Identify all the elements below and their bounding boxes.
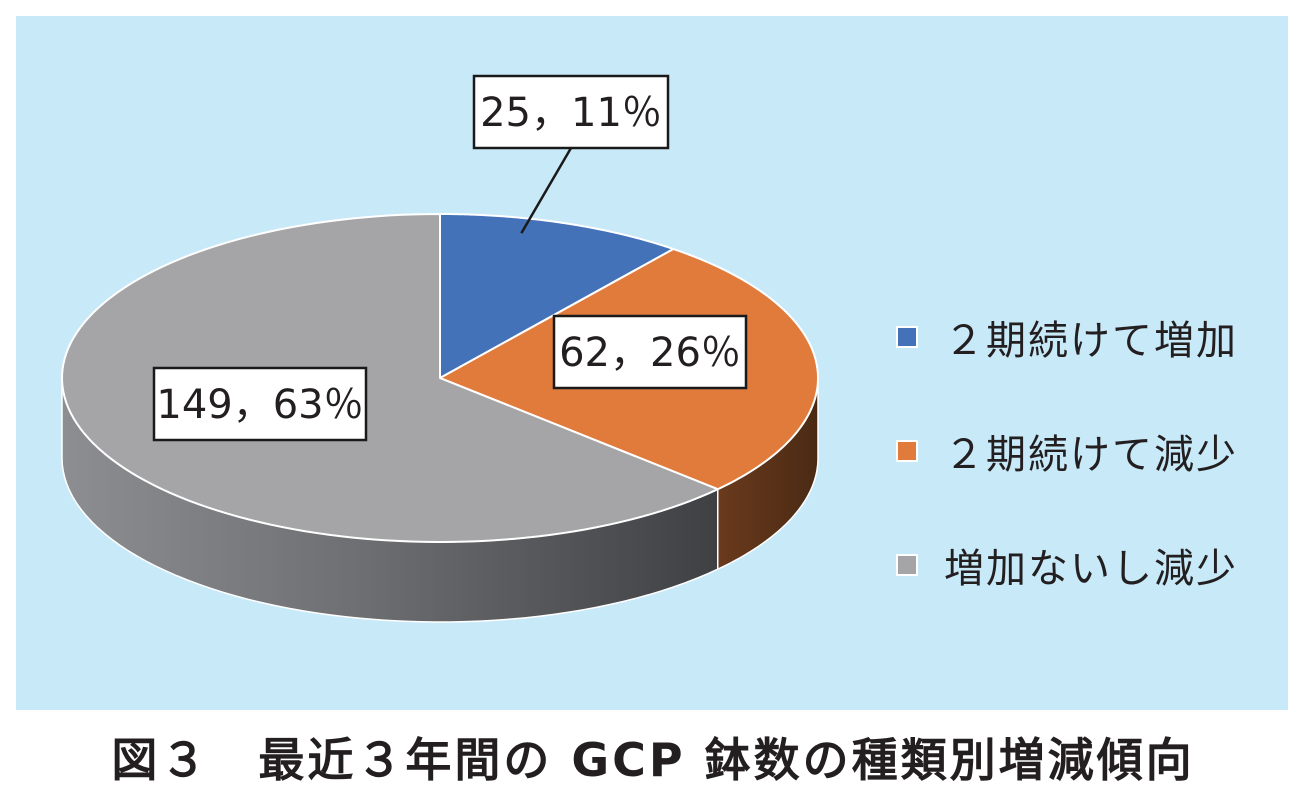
legend-item-mixed: 増加ないし減少 [896,536,1238,594]
legend-swatch-blue [896,326,918,348]
pie-slice-increase [439,213,675,379]
pie-chart: 25，11％ 62，26％ 149，63％ [61,74,819,623]
leader-line [520,147,573,234]
data-label-text: 149，63％ [156,382,363,428]
data-label-mixed: 149，63％ [152,366,368,442]
chart-panel: 25，11％ 62，26％ 149，63％ ２期続けて増加 ２期続けて減少 増加ない… [16,16,1288,710]
data-label-decrease: 62，26％ [552,314,748,390]
pie-data-labels: 25，11％ 62，26％ 149，63％ [152,74,748,442]
legend-label: 増加ないし減少 [944,546,1238,592]
legend-label: ２期続けて増加 [944,318,1238,364]
legend-swatch-gray [896,554,918,576]
data-label-box [552,314,748,390]
pie-slice-mixed [61,213,719,543]
data-label-box [472,74,670,150]
data-label-box [152,366,368,442]
legend-label: ２期続けて減少 [944,432,1238,478]
data-label-increase: 25，11％ [472,74,670,150]
data-label-text: 25，11％ [480,90,662,136]
legend: ２期続けて増加 ２期続けて減少 増加ないし減少 [896,308,1238,594]
data-label-text: 62，26％ [559,330,741,376]
legend-item-decrease: ２期続けて減少 [896,422,1238,480]
legend-swatch-orange [896,440,918,462]
figure-caption: 図３ 最近３年間の GCP 鉢数の種類別増減傾向 [111,733,1195,787]
legend-item-increase: ２期続けて増加 [896,308,1238,366]
